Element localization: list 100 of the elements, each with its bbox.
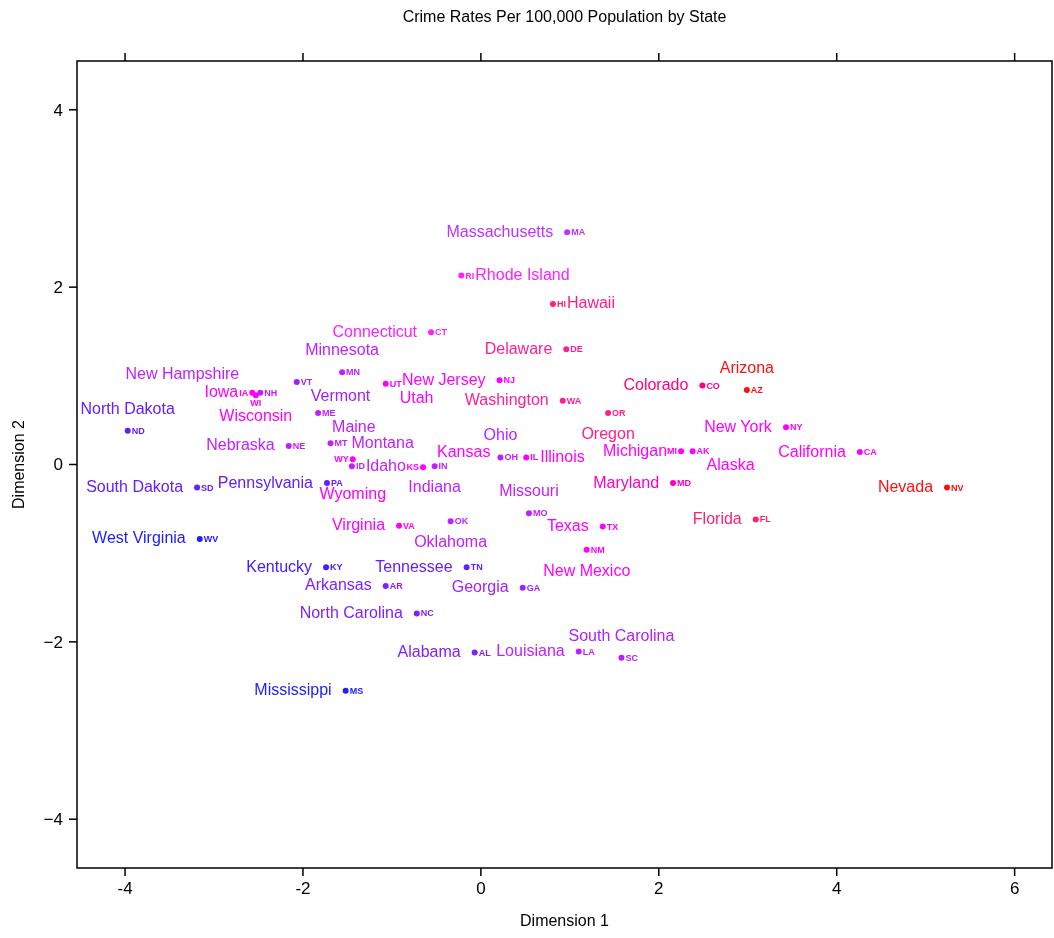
point <box>670 480 677 487</box>
data-label: TX <box>606 521 619 532</box>
annotation: Oklahoma <box>414 533 488 551</box>
annotation: Connecticut <box>332 322 418 340</box>
point <box>575 648 582 655</box>
annotation: Mississippi <box>254 681 332 699</box>
point <box>599 523 606 530</box>
point <box>944 484 951 491</box>
point <box>752 516 759 523</box>
annotation: North Carolina <box>299 603 403 621</box>
data-label: MT <box>334 438 349 449</box>
x-axis-title: Dimension 1 <box>520 912 610 929</box>
data-label: NE <box>292 440 306 451</box>
data-label: CT <box>435 327 448 338</box>
x-tick-label: -2 <box>295 879 311 898</box>
y-tick-label: −2 <box>43 632 63 652</box>
point <box>743 387 750 394</box>
point <box>523 454 530 461</box>
data-label: WA <box>566 395 582 406</box>
annotation: Texas <box>546 517 589 535</box>
annotation: Rhode Island <box>475 266 570 284</box>
annotation: Florida <box>692 509 742 527</box>
annotation: Illinois <box>540 447 585 465</box>
data-label: WV <box>203 533 219 544</box>
annotation: Montana <box>351 433 414 451</box>
annotation: South Dakota <box>86 478 184 496</box>
annotation: Alabama <box>397 643 461 660</box>
annotation: Maine <box>332 418 376 436</box>
data-label: MD <box>677 478 692 489</box>
data-label: WY <box>334 454 349 465</box>
data-label: MS <box>349 685 364 696</box>
data-label: CA <box>863 447 878 458</box>
annotation: Louisiana <box>496 642 565 660</box>
point <box>323 480 330 487</box>
annotation: Iowa <box>204 383 239 401</box>
data-label: VA <box>403 520 416 531</box>
data-label: KY <box>330 562 343 573</box>
data-label: RI <box>465 270 475 281</box>
point <box>583 546 590 553</box>
data-label: MA <box>571 227 586 238</box>
data-label: WI <box>250 398 262 409</box>
annotation: New Mexico <box>543 561 631 579</box>
data-label: LA <box>582 646 596 657</box>
point <box>463 564 470 571</box>
data-label: KS <box>406 462 420 473</box>
x-tick-label: -4 <box>117 879 133 898</box>
data-label: CO <box>706 380 720 391</box>
point <box>342 687 349 694</box>
data-label: ME <box>322 408 336 419</box>
point <box>428 329 435 336</box>
annotation: Washington <box>464 391 549 409</box>
point <box>431 463 438 470</box>
point <box>327 440 334 447</box>
point <box>420 464 427 471</box>
point <box>699 382 706 389</box>
annotation: Kentucky <box>246 557 313 575</box>
data-label: OK <box>454 516 469 527</box>
point <box>471 649 478 656</box>
point <box>382 380 389 387</box>
data-label: NM <box>590 544 605 555</box>
point <box>348 463 355 470</box>
data-label: MI <box>667 446 678 457</box>
data-label: AL <box>478 647 492 658</box>
y-tick-label: 2 <box>53 278 63 298</box>
point <box>563 346 570 353</box>
point <box>396 522 403 529</box>
annotation: Ohio <box>483 426 518 444</box>
x-tick-label: 2 <box>654 879 664 898</box>
point <box>315 410 322 417</box>
point <box>194 484 201 491</box>
point <box>678 448 685 455</box>
annotation: West Virginia <box>92 529 186 547</box>
data-label: VT <box>300 377 313 388</box>
point <box>252 392 259 399</box>
data-label: NJ <box>503 375 516 386</box>
point <box>293 379 300 386</box>
annotation: Tennessee <box>375 557 453 575</box>
data-label: MN <box>346 367 361 378</box>
annotation: Arizona <box>719 359 775 377</box>
point <box>519 584 526 591</box>
data-label: NH <box>264 387 278 398</box>
point <box>549 300 556 307</box>
chart-title: Crime Rates Per 100,000 Population by State <box>402 8 727 25</box>
annotation: Minnesota <box>305 341 380 359</box>
data-label: IA <box>239 387 249 398</box>
data-label: NY <box>790 422 803 433</box>
point <box>124 427 131 434</box>
annotation: Delaware <box>484 339 553 357</box>
annotation: New Hampshire <box>125 365 240 383</box>
point <box>689 448 696 455</box>
annotation: Utah <box>399 388 434 406</box>
data-label: NV <box>951 482 964 493</box>
annotation: Massachusetts <box>446 222 554 240</box>
annotation: North Dakota <box>80 399 175 417</box>
point <box>497 454 504 461</box>
x-tick-label: 0 <box>476 879 486 898</box>
y-tick-label: 0 <box>53 455 63 475</box>
point <box>285 442 292 449</box>
annotation: Idaho <box>365 456 407 474</box>
point <box>323 564 330 571</box>
